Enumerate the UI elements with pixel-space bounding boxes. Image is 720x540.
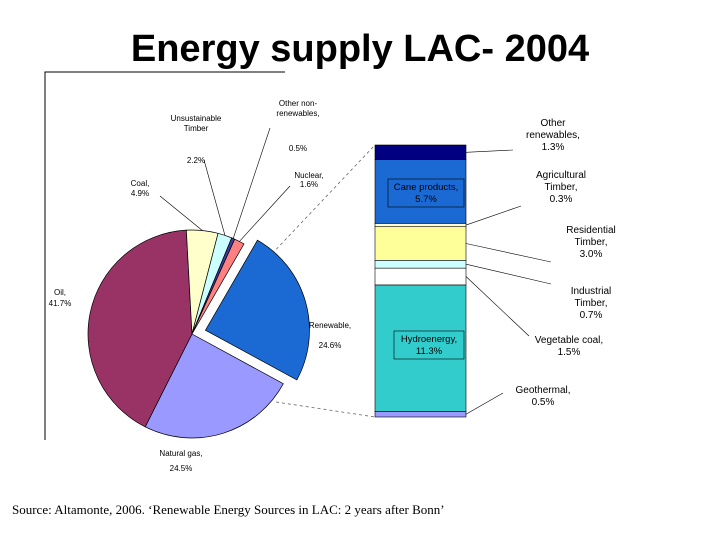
leader-line-other-nonrenewables: [232, 127, 271, 239]
leader-line-other-renewables: [465, 149, 514, 153]
pie-label-coal: Coal, 4.9%: [131, 179, 150, 198]
leader-line-geothermal: [465, 392, 504, 415]
bar-label-cane-products: Cane products, 5.7%: [394, 182, 458, 205]
bar-label-hydroenergy: Hydroenergy, 11.3%: [401, 334, 457, 357]
leader-line-unsustainable-timber: [203, 159, 226, 236]
leader-line-agricultural-timber: [465, 205, 522, 226]
bar-label-geothermal: Geothermal, 0.5%: [515, 385, 570, 408]
bar-segment-geothermal: [374, 411, 467, 418]
bar-label-agricultural-timber: Agricultural Timber, 0.3%: [536, 170, 586, 205]
pie-label-renewable: Renewable, 24.6%: [309, 321, 351, 350]
chart-title: Energy supply LAC- 2004: [130, 28, 590, 70]
source-citation: Source: Altamonte, 2006. ‘Renewable Ener…: [12, 502, 445, 517]
pie-label-unsustainable-timber: Unsustainable Timber 2.2%: [171, 114, 222, 165]
pie-slice-oil: [87, 229, 193, 428]
pie-slice-natural-gas: [144, 333, 284, 439]
pie-label-nuclear: Nuclear, 1.6%: [294, 171, 323, 189]
bar-segment-agricultural-timber: [374, 223, 467, 228]
connector-top: [267, 144, 376, 259]
bar-label-vegetable-coal: Vegetable coal, 1.5%: [535, 335, 603, 358]
pie-label-other-nonrenewables: Other non-renewables, 0.5%: [276, 99, 319, 153]
pie-slice-renewable: [204, 239, 310, 381]
pie-label-natural-gas: Natural gas, 24.5%: [159, 449, 202, 473]
bar-segment-residential-timber: [374, 226, 467, 261]
bar-segment-other-renewables: [374, 144, 467, 160]
bar-segment-hydroenergy: [374, 284, 467, 412]
bar-label-other-renewables: Other renewables, 1.3%: [526, 118, 580, 153]
label-box-cane-products: [387, 178, 465, 208]
bar-segment-industrial-timber: [374, 259, 467, 269]
bar-label-residential-timber: Residential Timber, 3.0%: [566, 225, 615, 260]
plot-frame: [44, 71, 285, 440]
bar-segment-cane-products: [374, 159, 467, 224]
leader-line-industrial-timber: [465, 263, 552, 285]
leader-line-nuclear: [239, 185, 291, 242]
leader-line-residential-timber: [465, 243, 552, 263]
pie-label-oil: Oil, 41.7%: [49, 288, 72, 308]
leader-line-vegetable-coal: [465, 276, 530, 337]
bar-segment-vegetable-coal: [374, 267, 467, 286]
connector-bottom: [275, 401, 376, 418]
leader-line-coal: [159, 195, 203, 231]
label-box-hydroenergy: [393, 330, 465, 360]
bar-label-industrial-timber: Industrial Timber, 0.7%: [571, 286, 612, 321]
